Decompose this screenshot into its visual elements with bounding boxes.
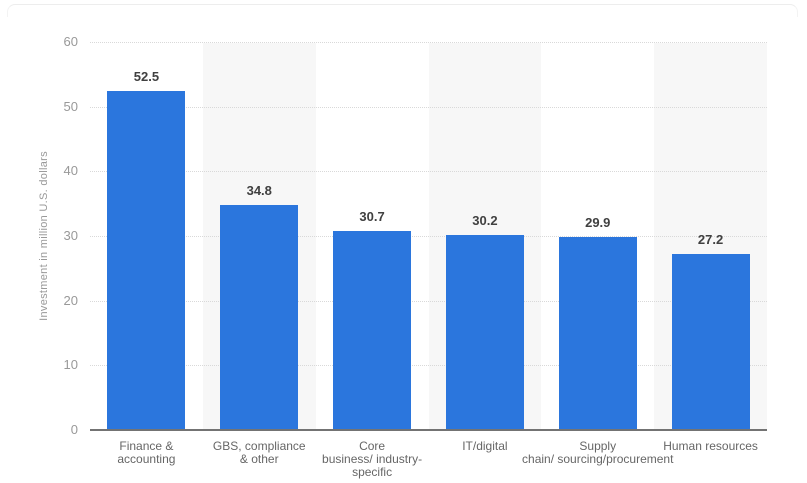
x-category-label: IT/digital bbox=[380, 440, 590, 453]
y-tick-label: 0 bbox=[70, 422, 78, 437]
x-category-label-line: GBS, compliance bbox=[212, 439, 306, 453]
bar-value-label: 29.9 bbox=[585, 214, 611, 230]
bar-value-label: 27.2 bbox=[697, 232, 724, 248]
bar bbox=[333, 231, 412, 430]
x-category-label-line: Core bbox=[359, 439, 386, 453]
bar bbox=[220, 204, 299, 430]
y-tick-label: 20 bbox=[63, 292, 78, 308]
y-tick-label: 30 bbox=[63, 228, 78, 243]
bar-value-label: 34.8 bbox=[246, 182, 272, 198]
bar bbox=[671, 254, 750, 430]
y-tick-label: 60 bbox=[63, 34, 78, 49]
x-category-label: Supply chain/ sourcing/procurement bbox=[493, 440, 703, 466]
x-category-label-line: accounting bbox=[117, 452, 176, 466]
bar-value-label: 30.2 bbox=[472, 212, 498, 228]
x-category-label-line: chain/ sourcing/procurement bbox=[522, 452, 674, 466]
bar bbox=[107, 90, 186, 430]
bar bbox=[445, 234, 524, 430]
card-top-border bbox=[7, 4, 798, 17]
x-axis-line bbox=[90, 429, 767, 431]
gridline bbox=[90, 365, 767, 367]
x-category-label: GBS, compliance & other bbox=[154, 440, 364, 466]
gridline bbox=[90, 42, 767, 43]
gridline bbox=[90, 171, 767, 173]
x-category-label-line: Supply bbox=[579, 439, 617, 453]
y-tick-label: 40 bbox=[63, 163, 78, 179]
bar bbox=[558, 236, 637, 430]
x-category-label-line: Finance & bbox=[119, 439, 174, 453]
x-category-label: Finance & accounting bbox=[41, 440, 251, 466]
y-tick-label: 50 bbox=[63, 98, 78, 114]
bar-value-label: 30.7 bbox=[359, 209, 385, 225]
x-category-label-line: IT/digital bbox=[462, 439, 508, 453]
y-tick-label: 10 bbox=[63, 357, 78, 373]
gridline bbox=[90, 300, 767, 302]
x-category-label-line: business/ industry- bbox=[322, 452, 423, 466]
gridline bbox=[90, 236, 767, 237]
gridline bbox=[90, 106, 767, 108]
x-category-label-line: specific bbox=[352, 465, 393, 479]
x-category-label-line: Human resources bbox=[663, 439, 758, 453]
bar-value-label: 52.5 bbox=[133, 68, 160, 84]
x-category-label: Human resources bbox=[606, 440, 807, 453]
x-category-label: Core business/ industry-specific bbox=[267, 440, 477, 479]
x-category-label-line: & other bbox=[239, 452, 279, 466]
